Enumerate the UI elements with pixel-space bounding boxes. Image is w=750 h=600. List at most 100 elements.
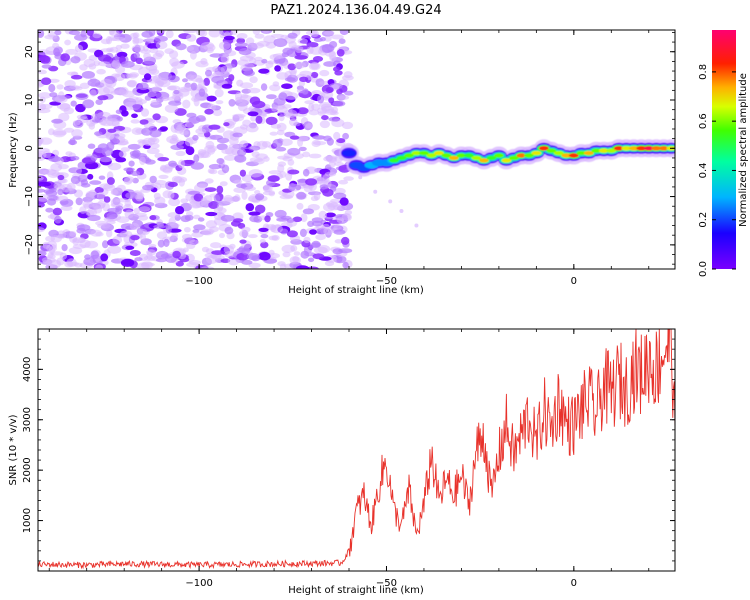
noise-blob bbox=[60, 53, 70, 62]
noise-blob bbox=[208, 201, 220, 209]
noise-blob bbox=[115, 207, 122, 215]
noise-blob bbox=[100, 78, 113, 88]
noise-blob bbox=[39, 55, 51, 64]
noise-blob bbox=[254, 33, 265, 39]
noise-blob bbox=[127, 79, 138, 88]
noise-blob bbox=[200, 197, 208, 205]
noise-blob bbox=[148, 68, 160, 76]
noise-blob bbox=[339, 30, 349, 36]
noise-dot bbox=[399, 209, 404, 214]
noise-blob bbox=[237, 102, 248, 112]
track-core bbox=[628, 146, 639, 151]
noise-blob bbox=[130, 119, 140, 124]
track-core bbox=[426, 153, 437, 158]
colorbar-tick-label: 0.6 bbox=[698, 113, 709, 129]
noise-blob bbox=[155, 250, 169, 260]
noise-blob bbox=[180, 198, 189, 204]
track-core bbox=[636, 146, 647, 151]
noise-blob bbox=[339, 197, 349, 206]
noise-blob bbox=[170, 144, 184, 151]
noise-blob bbox=[328, 160, 336, 168]
noise-blob bbox=[97, 61, 111, 67]
noise-blob bbox=[191, 203, 203, 208]
track-core bbox=[531, 150, 542, 156]
noise-blob bbox=[184, 138, 194, 147]
noise-blob bbox=[201, 230, 214, 236]
noise-blob bbox=[76, 224, 91, 232]
noise-blob bbox=[133, 52, 140, 59]
noise-blob bbox=[89, 89, 97, 97]
noise-blob bbox=[208, 163, 222, 170]
noise-blob bbox=[51, 118, 63, 124]
noise-blob bbox=[302, 151, 311, 158]
noise-blob bbox=[261, 58, 268, 64]
noise-blob bbox=[248, 87, 261, 94]
noise-blob bbox=[343, 71, 353, 79]
noise-blob bbox=[114, 73, 126, 82]
noise-blob bbox=[79, 82, 90, 90]
noise-blob bbox=[169, 50, 179, 59]
noise-blob bbox=[290, 69, 297, 78]
noise-blob bbox=[201, 246, 210, 253]
noise-blob bbox=[102, 240, 109, 249]
noise-blob bbox=[209, 169, 218, 175]
noise-blob bbox=[275, 146, 287, 152]
noise-blob bbox=[206, 95, 217, 102]
noise-blob bbox=[116, 184, 126, 192]
noise-blob bbox=[108, 30, 115, 35]
noise-blob bbox=[85, 209, 95, 217]
noise-blob bbox=[128, 102, 142, 110]
y-tick-label: 0 bbox=[24, 145, 35, 151]
noise-blob bbox=[236, 33, 248, 40]
track-core bbox=[456, 153, 467, 158]
noise-blob bbox=[260, 83, 268, 91]
noise-blob bbox=[200, 58, 208, 65]
noise-blob bbox=[213, 194, 221, 203]
noise-blob bbox=[322, 188, 334, 197]
noise-blob bbox=[287, 63, 297, 71]
noise-blob bbox=[127, 96, 139, 102]
x-tick-label: −100 bbox=[185, 276, 212, 287]
noise-blob bbox=[341, 121, 354, 130]
track-core bbox=[508, 155, 519, 161]
noise-blob bbox=[323, 202, 336, 212]
noise-blob bbox=[222, 130, 235, 139]
noise-blob bbox=[135, 57, 143, 65]
noise-blob bbox=[279, 138, 293, 146]
noise-blob bbox=[292, 216, 303, 223]
noise-blob bbox=[217, 203, 224, 212]
noise-blob bbox=[252, 30, 261, 35]
noise-blob bbox=[152, 113, 161, 121]
noise-blob bbox=[205, 211, 218, 217]
track-core bbox=[658, 146, 669, 151]
noise-blob bbox=[321, 115, 329, 121]
noise-blob bbox=[266, 94, 277, 100]
noise-blob bbox=[100, 253, 109, 262]
noise-blob bbox=[299, 228, 307, 238]
noise-blob bbox=[249, 76, 258, 84]
noise-blob bbox=[175, 150, 186, 157]
track-core bbox=[591, 148, 602, 153]
noise-blob bbox=[168, 75, 180, 83]
noise-blob bbox=[245, 203, 255, 212]
y-tick-label: 1000 bbox=[22, 508, 33, 533]
noise-blob bbox=[167, 191, 175, 200]
noise-blob bbox=[274, 65, 281, 72]
noise-blob bbox=[243, 63, 255, 69]
noise-blob bbox=[289, 135, 300, 140]
track-core bbox=[553, 150, 564, 156]
noise-blob bbox=[196, 30, 206, 36]
noise-blob bbox=[286, 218, 295, 223]
noise-blob bbox=[82, 99, 95, 109]
noise-blob bbox=[269, 84, 281, 92]
noise-blob bbox=[116, 51, 128, 58]
noise-blob bbox=[193, 214, 201, 220]
noise-blob bbox=[44, 34, 58, 40]
noise-blob bbox=[265, 61, 274, 68]
noise-blob bbox=[146, 147, 160, 155]
track-core bbox=[471, 155, 482, 161]
noise-blob bbox=[139, 119, 149, 125]
noise-blob bbox=[129, 222, 140, 231]
noise-blob bbox=[328, 51, 337, 60]
